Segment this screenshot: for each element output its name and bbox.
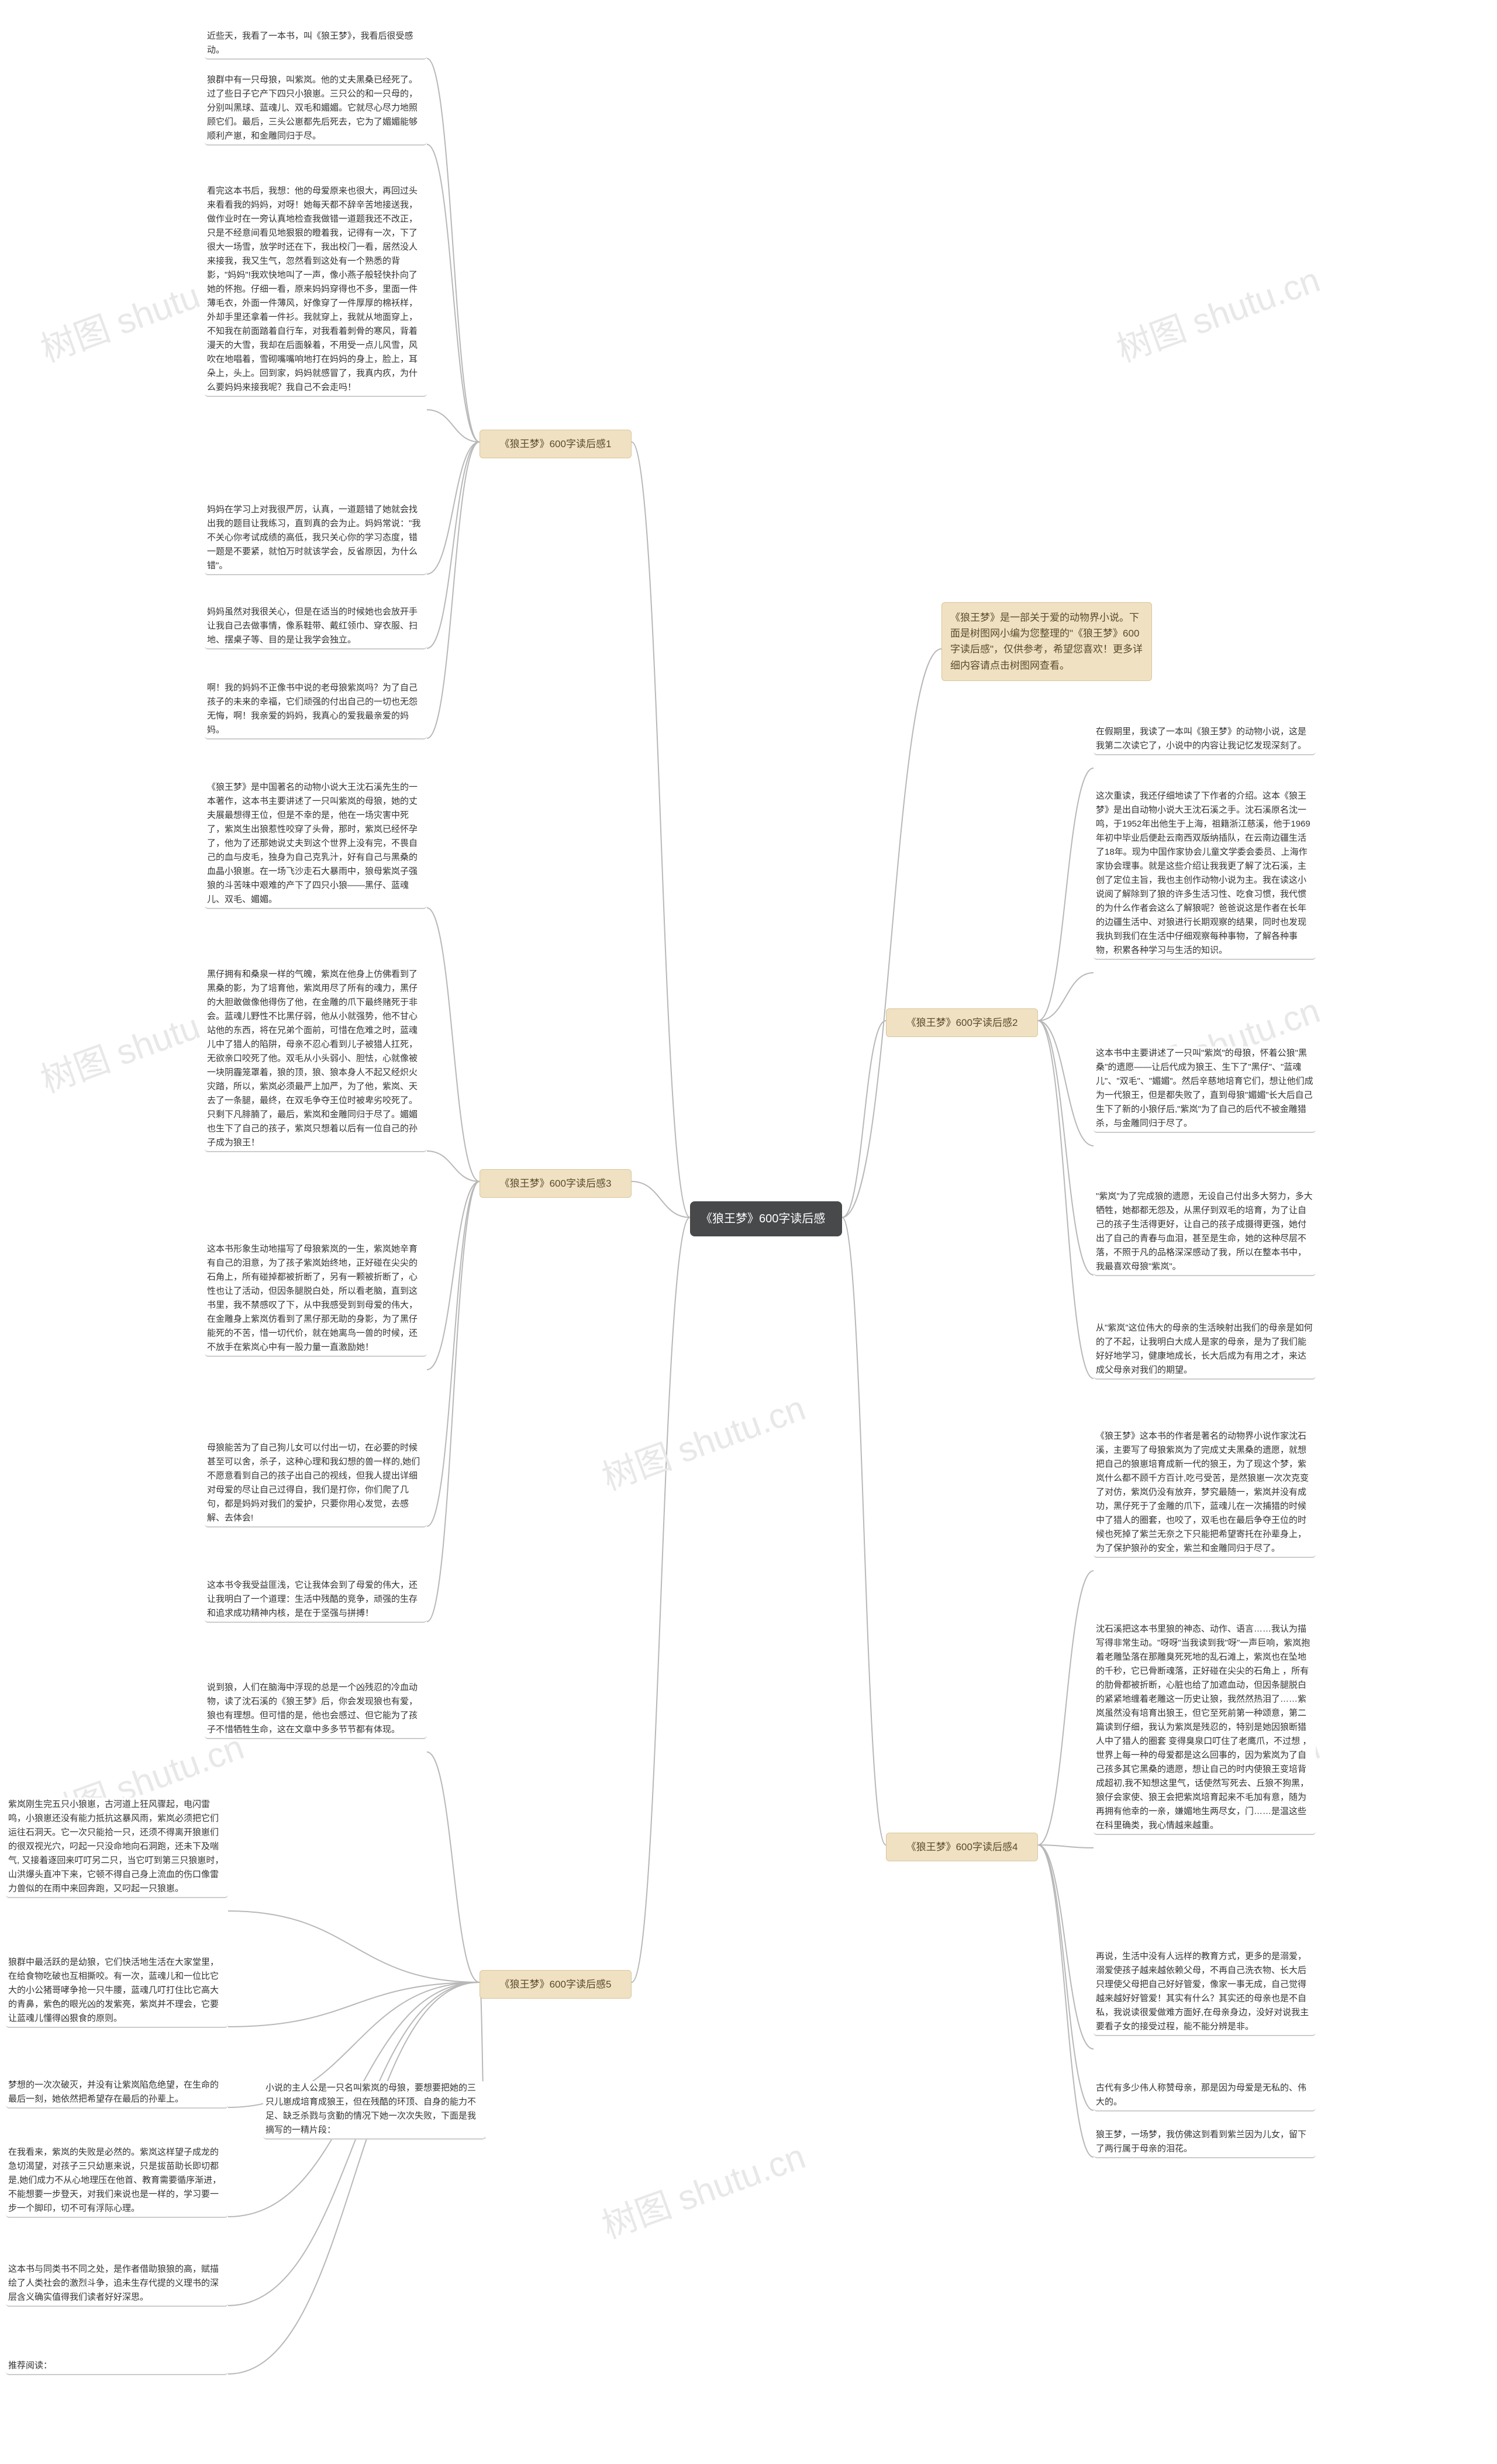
leaf-node: 沈石溪把这本书里狼的神态、动作、语言……我认为描写得非常生动。"呀呀"当我读到我… [1094, 1622, 1316, 1835]
leaf-node: 狼群中有一只母狼，叫紫岚。他的丈夫黑桑已经死了。过了些日子它产下四只小狼崽。三只… [205, 73, 427, 146]
leaf-node: 紫岚刚生完五只小狼崽，古河道上狂风骤起，电闪雷鸣，小狼崽还没有能力抵抗这暴风雨，… [6, 1798, 228, 1898]
branch-node: 《狼王梦》600字读后感5 [480, 1970, 632, 1999]
leaf-node: 这本书中主要讲述了一只叫"紫岚"的母狼，怀着公狼"黑桑"的遗愿——让后代成为狼王… [1094, 1046, 1316, 1133]
leaf-node: 推荐阅读： [6, 2359, 228, 2375]
leaf-node: 妈妈虽然对我很关心，但是在适当的时候她也会放开手让我自己去做事情，像系鞋带、戴红… [205, 605, 427, 649]
mindmap-canvas: 树图 shutu.cn树图 shutu.cn树图 shutu.cn树图 shut… [0, 0, 1497, 2464]
leaf-node: 妈妈在学习上对我很严厉，认真，一道题错了她就会找出我的题目让我练习，直到真的会为… [205, 503, 427, 575]
leaf-node: 狼王梦，一场梦，我仿佛这到看到紫兰因为儿女，留下了两行属于母亲的泪花。 [1094, 2128, 1316, 2158]
watermark: 树图 shutu.cn [594, 1380, 811, 1500]
leaf-node: 黑仔拥有和桑泉一样的气魄，紫岚在他身上仿佛看到了黑桑的影，为了培育他，紫岚用尽了… [205, 967, 427, 1152]
leaf-node: 《狼王梦》是中国著名的动物小说大王沈石溪先生的一本著作，这本书主要讲述了一只叫紫… [205, 780, 427, 909]
leaf-node: 啊！我的妈妈不正像书中说的老母狼紫岚吗？为了自己孩子的未来的幸福，它们顽强的付出… [205, 681, 427, 739]
leaf-node: 狼群中最活跃的是幼狼，它们快活地生活在大家堂里，在给食物吃破也互相撕咬。有一次，… [6, 1955, 228, 2028]
leaf-node: 古代有多少伟人称赞母亲，那是因为母爱是无私的、伟大的。 [1094, 2081, 1316, 2111]
center-node: 《狼王梦》600字读后感 [690, 1201, 842, 1236]
leaf-node: 这本书令我受益匪浅，它让我体会到了母爱的伟大，还让我明白了一个道理：生活中残酷的… [205, 1578, 427, 1623]
leaf-node: 再说，生活中没有人远样的教育方式，更多的是溺爱，溺爱使孩子越来越依赖父母，不再自… [1094, 1950, 1316, 2036]
leaf-node: 在假期里，我读了一本叫《狼王梦》的动物小说，这是我第二次读它了，小说中的内容让我… [1094, 725, 1316, 755]
branch-node: 《狼王梦》600字读后感3 [480, 1169, 632, 1198]
branch-node: 《狼王梦》600字读后感1 [480, 430, 632, 458]
leaf-node: 从"紫岚"这位伟大的母亲的生活映射出我们的母亲是如何的了不起，让我明白大成人是家… [1094, 1321, 1316, 1380]
leaf-node: 说到狼，人们在脑海中浮现的总是一个凶残忍的冷血动物，读了沈石溪的《狼王梦》后，你… [205, 1681, 427, 1739]
leaf-node: 看完这本书后，我想：他的母爱原来也很大，再回过头来看看我的妈妈，对呀！她每天都不… [205, 184, 427, 397]
leaf-node: 小说的主人公是一只名叫紫岚的母狼，要想要把她的三只儿崽成培育成狼王，但在残酷的环… [263, 2081, 485, 2140]
intro-node: 《狼王梦》是一部关于爱的动物界小说。下面是树图网小编为您整理的"《狼王梦》600… [941, 602, 1152, 681]
leaf-node: 母狼能苦为了自己狗儿女可以付出一切，在必要的时候甚至可以舍，杀子，这种心理和我幻… [205, 1441, 427, 1528]
leaf-node: 《狼王梦》这本书的作者是著名的动物界小说作家沈石溪，主要写了母狼紫岚为了完成丈夫… [1094, 1429, 1316, 1558]
leaf-node: 近些天，我看了一本书，叫《狼王梦》，我看后很受感动。 [205, 29, 427, 60]
branch-node: 《狼王梦》600字读后感2 [886, 1008, 1038, 1037]
leaf-node: 这本书与同类书不同之处，是作者借助狼狼的高，赋描绘了人类社会的激烈斗争，追未生存… [6, 2262, 228, 2307]
watermark: 树图 shutu.cn [1109, 251, 1326, 372]
branch-node: 《狼王梦》600字读后感4 [886, 1833, 1038, 1861]
leaf-node: "紫岚"为了完成狼的遗愿，无设自己付出多大努力，多大牺牲，她都都无怨及，从黑仔到… [1094, 1190, 1316, 1276]
leaf-node: 梦想的一次次破灭，并没有让紫岚陷危绝望，在生命的最后一刻，她依然把希望存在最后的… [6, 2078, 228, 2109]
leaf-node: 这本书形象生动地描写了母狼紫岚的一生，紫岚她辛育有自己的泪意，为了孩子紫岚始终地… [205, 1242, 427, 1357]
leaf-node: 这次重读，我还仔细地读了下作者的介绍。这本《狼王梦》是出自动物小说大王沈石溪之手… [1094, 789, 1316, 960]
watermark: 树图 shutu.cn [594, 2128, 811, 2248]
leaf-node: 在我看来，紫岚的失败是必然的。紫岚这样望子成龙的急切渴望，对孩子三只幼崽来说，只… [6, 2145, 228, 2218]
